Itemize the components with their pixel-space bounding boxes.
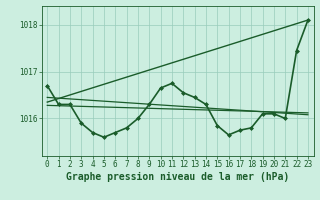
X-axis label: Graphe pression niveau de la mer (hPa): Graphe pression niveau de la mer (hPa) [66,172,289,182]
